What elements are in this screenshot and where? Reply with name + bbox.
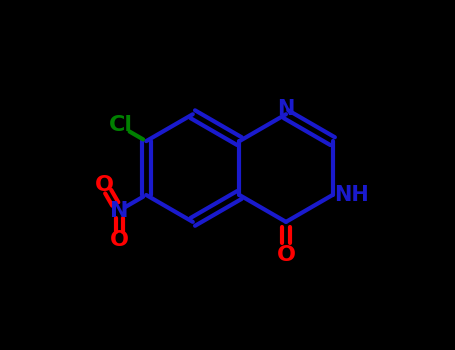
Text: O: O: [110, 230, 129, 250]
Text: N: N: [277, 99, 295, 119]
Text: N: N: [110, 201, 128, 220]
Text: Cl: Cl: [109, 115, 132, 135]
Text: O: O: [277, 245, 295, 265]
Text: O: O: [95, 175, 114, 195]
Text: NH: NH: [334, 185, 369, 205]
